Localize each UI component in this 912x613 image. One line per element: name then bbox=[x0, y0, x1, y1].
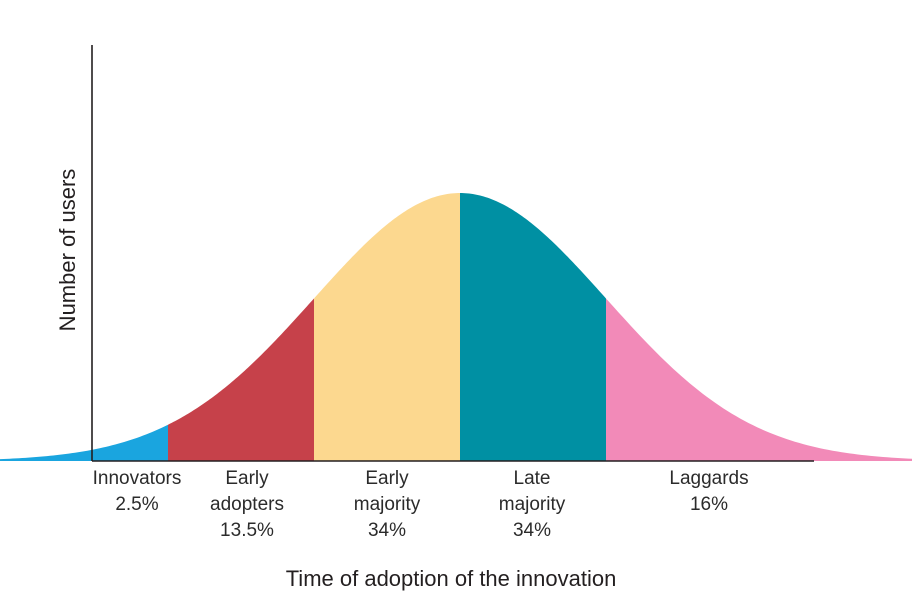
segment-name-line: Early bbox=[225, 468, 269, 489]
curve-segments bbox=[0, 193, 912, 461]
segment-percent: 34% bbox=[512, 520, 552, 541]
segment-late-majority bbox=[460, 193, 606, 461]
segment-name-line: majority bbox=[498, 494, 566, 515]
segment-name-line: majority bbox=[353, 494, 421, 515]
label-early-adopters: Early adopters 13.5% bbox=[210, 466, 284, 544]
segment-percent: 34% bbox=[367, 520, 407, 541]
x-axis-label: Time of adoption of the innovation bbox=[285, 566, 617, 591]
segment-percent: 2.5% bbox=[115, 494, 159, 515]
segment-name-line: Laggards bbox=[669, 468, 749, 489]
segment-percent: 16% bbox=[689, 494, 729, 515]
segment-innovators bbox=[0, 424, 168, 461]
label-late-majority: Late majority 34% bbox=[499, 466, 566, 544]
segment-name-line: adopters bbox=[210, 494, 284, 515]
segment-early-majority bbox=[314, 193, 460, 461]
segment-early-adopters bbox=[168, 298, 314, 461]
label-laggards: Laggards 16% bbox=[669, 466, 748, 518]
segment-laggards bbox=[606, 298, 912, 461]
segment-name-line: Innovators bbox=[92, 468, 182, 489]
label-innovators: Innovators 2.5% bbox=[93, 466, 182, 518]
segment-name-line: Late bbox=[513, 468, 551, 489]
segment-name-line: Early bbox=[365, 468, 409, 489]
label-early-majority: Early majority 34% bbox=[354, 466, 421, 544]
y-axis-label: Number of users bbox=[55, 168, 80, 332]
segment-percent: 13.5% bbox=[220, 520, 274, 541]
